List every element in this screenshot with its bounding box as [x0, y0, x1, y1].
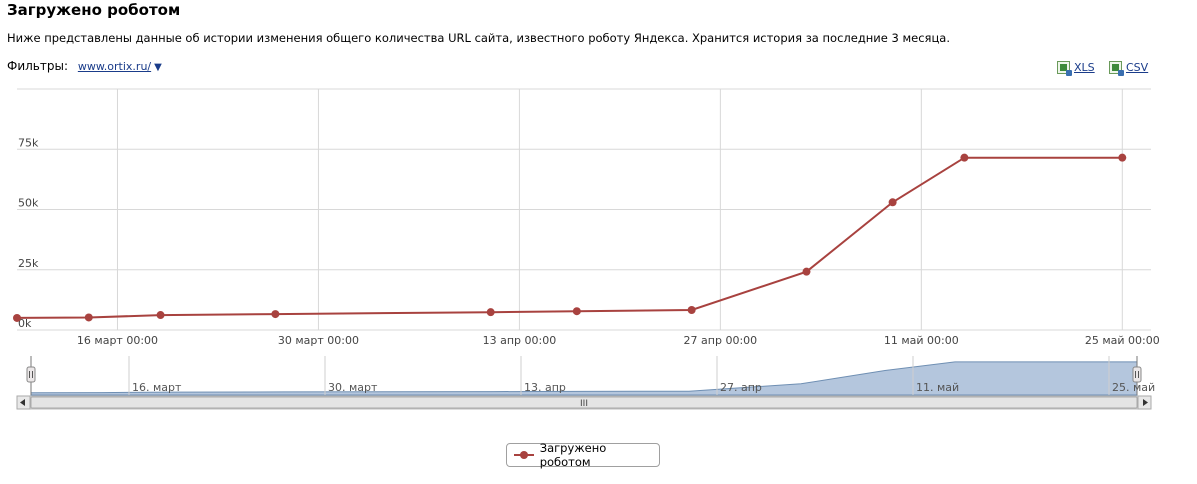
page-title: Загружено роботом: [7, 1, 181, 19]
filters-label: Фильтры:: [7, 59, 68, 73]
navigator-right-handle[interactable]: [1132, 366, 1142, 383]
chart-legend[interactable]: Загружено роботом: [506, 441, 660, 469]
data-point[interactable]: [84, 313, 93, 322]
scroll-right-arrow-icon: [1143, 399, 1148, 406]
legend-series-marker: [514, 450, 534, 460]
data-point[interactable]: [13, 313, 21, 322]
data-point[interactable]: [960, 153, 969, 162]
x-tick-label: 16 март 00:00: [77, 334, 158, 347]
y-tick-label: 25k: [18, 257, 39, 270]
excel-file-icon: [1057, 61, 1072, 76]
navigator-tick-label: 13. апр: [524, 381, 566, 394]
data-point[interactable]: [1118, 153, 1127, 162]
export-csv-label[interactable]: CSV: [1126, 61, 1149, 74]
csv-file-icon: [1109, 61, 1124, 76]
data-point[interactable]: [687, 305, 696, 314]
scrollbar-grip: III: [580, 399, 588, 409]
y-tick-label: 0k: [18, 317, 32, 330]
data-point[interactable]: [888, 198, 897, 207]
x-tick-label: 30 март 00:00: [278, 334, 359, 347]
data-point[interactable]: [271, 310, 280, 319]
export-xls-link[interactable]: XLS: [1057, 61, 1095, 76]
data-point[interactable]: [572, 307, 581, 316]
filters-bar: Фильтры: www.ortix.ru/▼: [7, 59, 162, 73]
page-description: Ниже представлены данные об истории изме…: [7, 31, 950, 45]
x-tick-label: 11 май 00:00: [884, 334, 959, 347]
y-tick-label: 50k: [18, 197, 39, 210]
filter-site-link[interactable]: www.ortix.ru/: [77, 60, 152, 73]
navigator-tick-label: 25. май: [1112, 381, 1155, 394]
legend-series-label: Загружено роботом: [539, 441, 607, 469]
data-point[interactable]: [486, 308, 495, 317]
scrollbar-thumb[interactable]: [30, 396, 1138, 409]
navigator-tick-label: 16. март: [132, 381, 182, 394]
y-tick-label: 75k: [18, 136, 39, 149]
navigator-left-handle[interactable]: [26, 366, 36, 383]
x-tick-label: 27 апр 00:00: [684, 334, 758, 347]
navigator-tick-label: 27. апр: [720, 381, 762, 394]
dropdown-arrow-icon[interactable]: ▼: [154, 62, 162, 73]
series-line: [16, 156, 1123, 319]
data-point[interactable]: [802, 267, 811, 276]
x-tick-label: 13 апр 00:00: [483, 334, 557, 347]
navigator-series-area: [30, 361, 1138, 396]
x-tick-label: 25 май 00:00: [1085, 334, 1160, 347]
export-csv-link[interactable]: CSV: [1109, 61, 1149, 76]
navigator-tick-label: 30. март: [328, 381, 378, 394]
export-xls-label[interactable]: XLS: [1074, 61, 1095, 74]
navigator-tick-label: 11. май: [916, 381, 959, 394]
scroll-left-arrow-icon: [20, 399, 25, 406]
data-point[interactable]: [156, 311, 165, 320]
